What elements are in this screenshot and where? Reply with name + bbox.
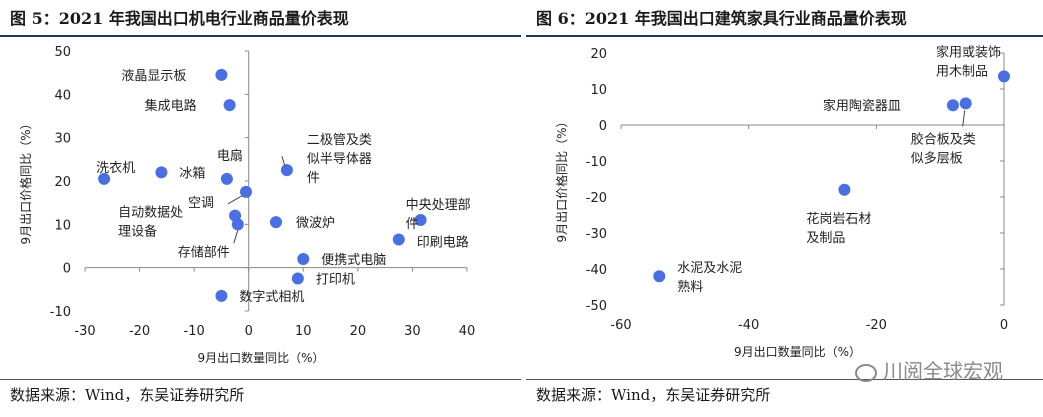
data-point-label: 自动数据处理设备 (118, 206, 183, 240)
x-tick-label: 0 (1000, 318, 1008, 333)
data-point-label: 空调 (188, 196, 214, 211)
x-tick-label: -20 (129, 324, 150, 339)
x-tick-label: 30 (404, 324, 421, 339)
data-point (270, 216, 282, 229)
data-point-label: 数字式相机 (239, 290, 304, 305)
leader-line (281, 156, 286, 167)
y-axis-title: 9月出口价格同比（%） (554, 115, 569, 242)
data-point (231, 218, 244, 231)
data-point-label: 集成电路 (145, 98, 197, 114)
y-tick-label: 10 (54, 218, 71, 233)
data-point-label: 液晶显示板 (121, 69, 186, 84)
y-tick-label: -30 (586, 227, 607, 242)
wechat-icon (855, 363, 877, 382)
x-tick-label: 10 (295, 324, 312, 339)
data-point (998, 70, 1010, 83)
data-point-label: 胶合板及类似多层板 (911, 131, 976, 166)
source-rule-left (0, 379, 521, 380)
x-tick-label: 0 (245, 324, 253, 339)
data-point-label: 电扇 (217, 148, 243, 164)
title-rule-right (526, 35, 1043, 37)
x-tick-label: 20 (350, 324, 367, 339)
source-note-right: 数据来源：Wind，东吴证券研究所 (536, 386, 771, 404)
data-point-label: 便携式电脑 (321, 252, 386, 268)
y-tick-label: 40 (54, 88, 71, 103)
y-tick-label: 20 (54, 175, 71, 190)
data-point (297, 253, 310, 265)
y-tick-label: 0 (63, 262, 71, 277)
data-point (239, 185, 252, 198)
x-tick-label: -10 (184, 324, 205, 339)
x-tick-label: -60 (610, 318, 631, 333)
x-tick-label: -30 (74, 324, 95, 339)
y-axis-title: 9月出口价格同比（%） (18, 117, 33, 244)
data-point (392, 233, 405, 246)
x-tick-label: 40 (459, 324, 476, 339)
y-tick-label: 30 (54, 132, 71, 147)
data-point-label: 家用或装饰用木制品 (936, 44, 1001, 79)
y-tick-label: -50 (586, 299, 607, 314)
source-note-left: 数据来源：Wind，东吴证券研究所 (10, 386, 245, 404)
data-point (946, 99, 959, 112)
data-point-label: 花岗岩石材及制品 (806, 211, 871, 246)
y-tick-label: -10 (50, 305, 71, 320)
x-axis-title: 9月出口数量同比（%） (197, 350, 324, 365)
data-point-label: 中央处理部件 (406, 198, 471, 232)
data-point (215, 289, 228, 302)
data-point-label: 微波炉 (296, 216, 335, 231)
leader-line (962, 110, 966, 127)
data-point (291, 272, 304, 285)
title-rule-left (0, 35, 521, 37)
data-point-label: 打印机 (316, 273, 355, 288)
data-point (653, 270, 666, 283)
y-tick-label: -10 (586, 155, 607, 170)
chart-panel-left: 图 5：2021 年我国出口机电行业商品量价表现 -30 -20 -10 0 10 20 3… (0, 0, 521, 417)
data-point (838, 183, 851, 196)
data-point-label: 冰箱 (179, 165, 205, 181)
x-tick-label: -20 (866, 318, 887, 333)
y-tick-label: 20 (590, 47, 607, 62)
y-tick-label: -20 (586, 191, 607, 206)
data-point (223, 99, 236, 112)
scatter-chart-left: -30 -20 -10 0 10 20 30 40 -10 0 10 20 30 40 50 9月出口数量同比… (18, 45, 476, 365)
data-point-label: 二极管及类似半导体器件 (307, 133, 372, 186)
data-point (98, 172, 111, 185)
watermark-text: 川阅全球宏观 (883, 359, 1003, 383)
y-tick-label: -40 (586, 263, 607, 278)
y-tick-label: 50 (54, 45, 71, 60)
data-point (959, 97, 972, 110)
watermark: 川阅全球宏观 (855, 355, 1003, 384)
y-tick-label: 0 (599, 119, 607, 134)
data-point (155, 166, 168, 179)
data-point-label: 印刷电路 (417, 235, 469, 251)
data-point-label: 家用陶瓷器皿 (823, 98, 901, 114)
source-rule-right (526, 379, 1043, 380)
y-tick-label: 10 (590, 83, 607, 98)
data-point (414, 214, 427, 226)
leader-line (233, 230, 239, 244)
x-tick-label: -40 (738, 318, 759, 333)
chart-title-left: 图 5：2021 年我国出口机电行业商品量价表现 (10, 9, 349, 28)
data-point (280, 164, 293, 177)
data-point-label: 水泥及水泥熟料 (677, 261, 742, 295)
scatter-chart-right: -60 -40 -20 0 -50 -40 -30 -20 -10 0 10 20 9月出口数量同比（%… (554, 44, 1010, 359)
chart-panel-right: 图 6：2021 年我国出口建筑家具行业商品量价表现 -60 -40 -20 0 -50… (526, 0, 1043, 417)
data-point-label: 存储部件 (178, 245, 230, 260)
chart-title-right: 图 6：2021 年我国出口建筑家具行业商品量价表现 (536, 9, 907, 28)
leader-line (227, 195, 243, 205)
data-point (215, 68, 228, 81)
data-point-label: 洗衣机 (96, 160, 135, 176)
data-point (220, 172, 233, 185)
x-axis-title: 9月出口数量同比（%） (734, 344, 861, 359)
